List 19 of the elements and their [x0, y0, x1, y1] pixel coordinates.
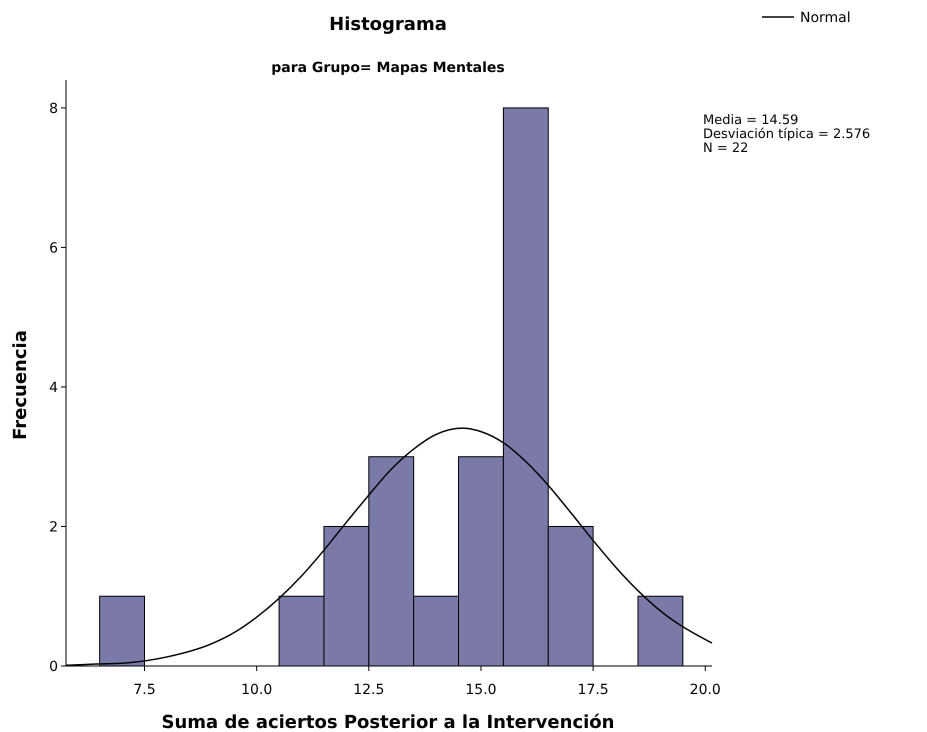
- x-tick-label: 15.0: [465, 682, 497, 698]
- x-tick-label: 17.5: [578, 682, 609, 698]
- x-tick-label: 12.5: [353, 682, 384, 698]
- x-tick-label: 7.5: [133, 682, 156, 698]
- chart-subtitle: para Grupo= Mapas Mentales: [271, 60, 505, 76]
- x-tick-label: 10.0: [241, 682, 272, 698]
- y-tick-label: 4: [49, 380, 58, 396]
- annotation: Desviación típica = 2.576: [703, 127, 870, 142]
- x-axis-title: Suma de aciertos Posterior a la Intervención: [162, 712, 614, 732]
- y-tick-label: 8: [49, 100, 58, 117]
- y-tick-label: 2: [49, 519, 58, 536]
- y-tick-label: 6: [49, 240, 58, 256]
- y-tick-label: 0: [49, 659, 58, 675]
- x-tick-label: 20.0: [690, 682, 721, 698]
- chart-title: Histograma: [329, 14, 447, 35]
- y-axis-title: Frecuencia: [10, 330, 31, 440]
- annotation: N = 22: [703, 141, 748, 156]
- annotation: Media = 14.59: [703, 113, 798, 128]
- legend-label: Normal: [800, 10, 851, 26]
